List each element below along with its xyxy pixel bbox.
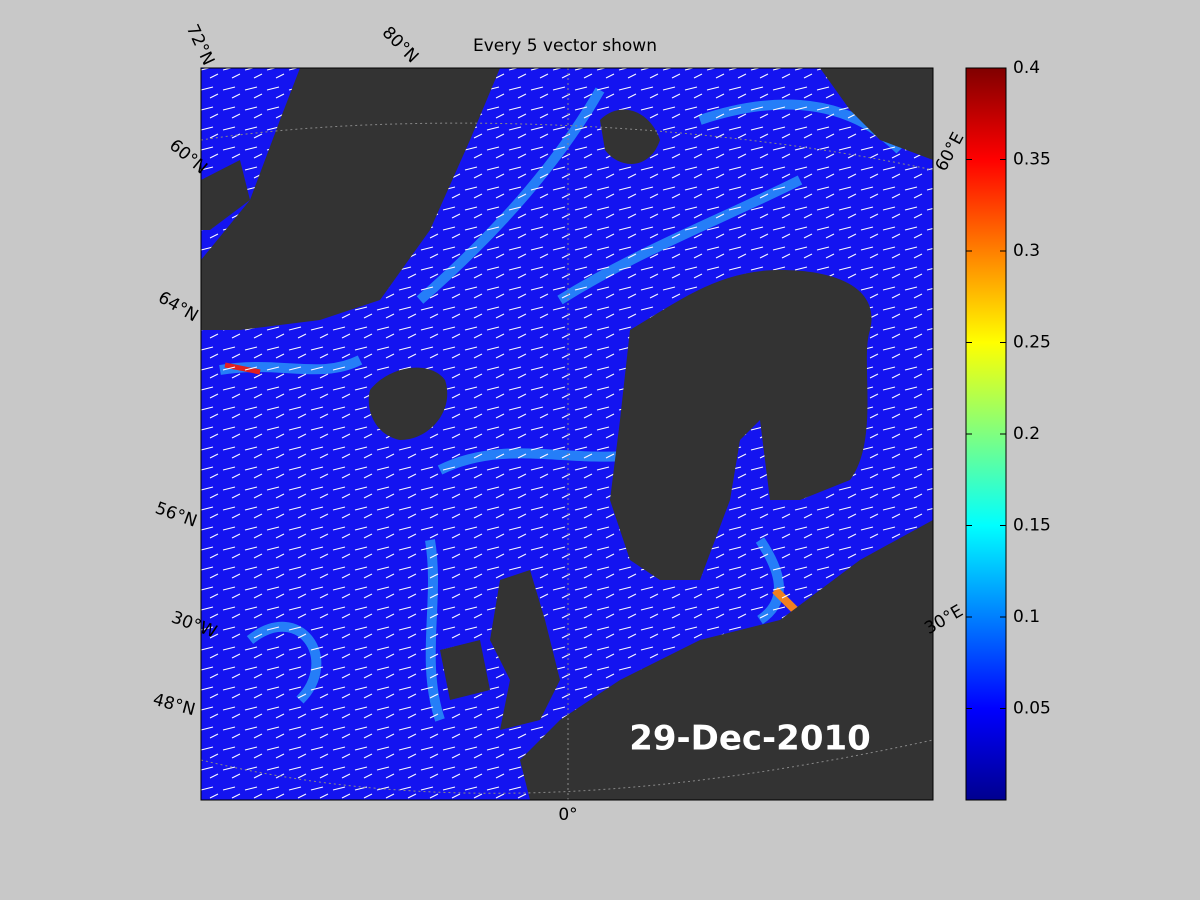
title: Every 5 vector shown (473, 36, 657, 56)
lat-label: 56°N (152, 498, 199, 531)
lat-label: 72°N (182, 21, 218, 68)
colorbar-tick-label: 0.25 (1013, 333, 1051, 353)
map-frame (200, 67, 934, 801)
colorbar-tick-label: 0.15 (1013, 516, 1051, 536)
colorbar-tick-label: 0.35 (1013, 150, 1051, 170)
lat-label: 64°N (154, 288, 201, 327)
graticule (201, 68, 933, 800)
lat-label: 80°N (378, 23, 422, 67)
lon-label: 60°E (932, 129, 969, 174)
map (201, 68, 933, 800)
colorbar-ticks: 0.05 0.1 0.15 0.2 0.25 0.3 0.35 0.4 (966, 58, 1051, 719)
colorbar-tick-label: 0.4 (1013, 58, 1040, 78)
colorbar-tick-label: 0.1 (1013, 607, 1040, 627)
date-label: 29-Dec-2010 (629, 719, 871, 759)
colorbar-tick-label: 0.05 (1013, 699, 1051, 719)
lat-label: 48°N (151, 690, 198, 720)
land (201, 68, 933, 800)
colorbar-tick-label: 0.2 (1013, 424, 1040, 444)
colorbar-tick-label: 0.3 (1013, 241, 1040, 261)
lon-label: 0° (558, 805, 577, 825)
